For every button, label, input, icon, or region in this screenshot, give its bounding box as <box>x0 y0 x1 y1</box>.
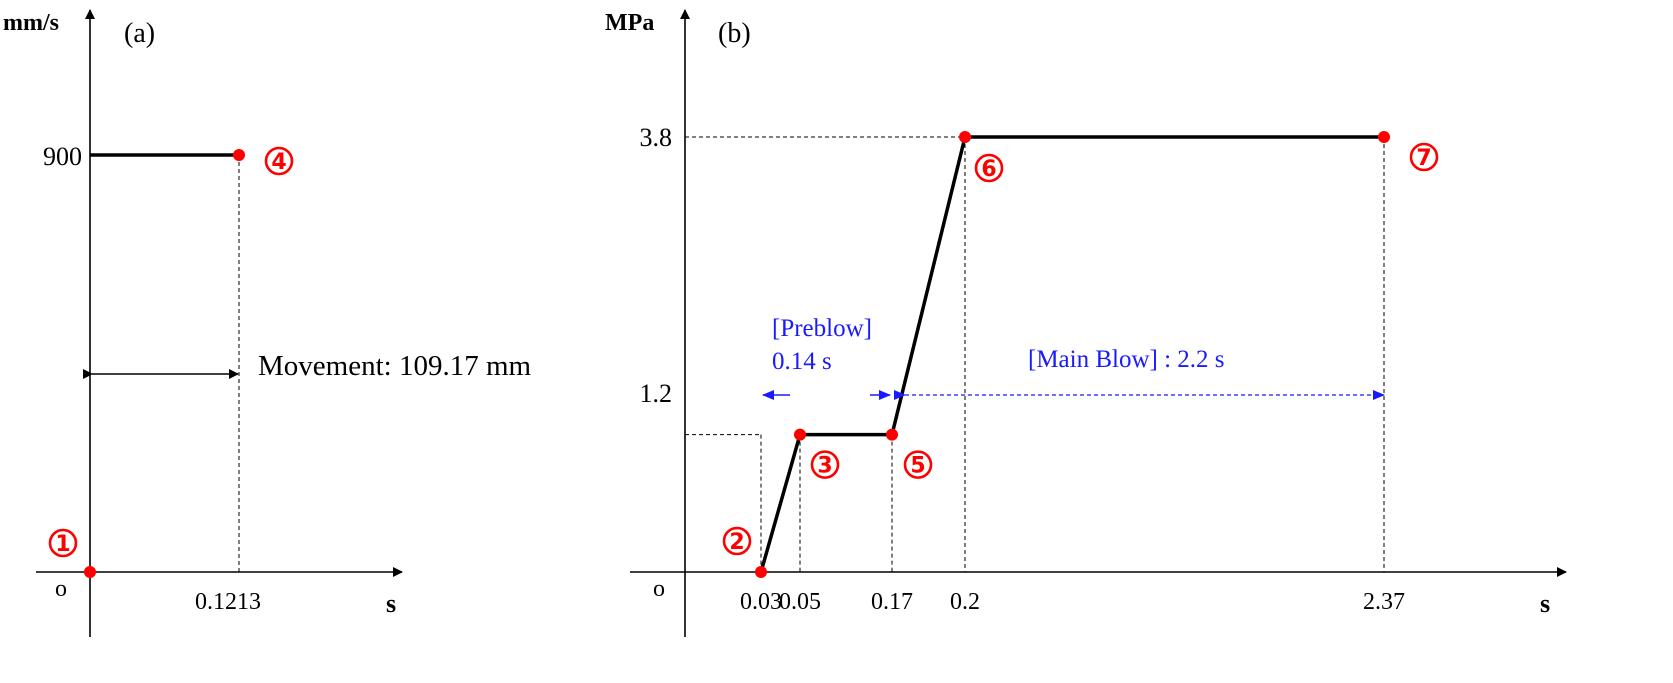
panel-b-xtick-2.37: 2.37 <box>1363 589 1405 615</box>
panel-b-marker-3 <box>794 428 806 441</box>
panel-b-xtick-0.03: 0.03 <box>740 589 782 615</box>
panel-a-x-axis-label: s <box>386 589 396 618</box>
panel-b-point-label-2-number: 2 <box>729 530 744 555</box>
panel-b-xtick-0.2: 0.2 <box>950 589 980 615</box>
panel-b-point-label-6-ring <box>974 153 1004 183</box>
preblow-title: [Preblow] <box>772 315 872 342</box>
panel-a-point-label-2-ring <box>264 146 294 176</box>
panel-b-marker-2 <box>755 566 767 578</box>
panel-a-point-label-2-number: 4 <box>271 150 286 175</box>
panel-b-y-axis-label: MPa <box>605 10 654 36</box>
panel-b-point-label-5-number: 5 <box>910 454 925 479</box>
panel-a-label: (a) <box>124 18 155 49</box>
panel-a-points: 14 <box>48 146 294 578</box>
panel-b-x-axis-label: s <box>1540 589 1550 618</box>
panel-b-point-label-7-number: 7 <box>1416 146 1431 171</box>
panel-b-point-label-6-number: 6 <box>981 157 996 182</box>
movement-annotation: Movement: 109.17 mm <box>258 350 532 382</box>
panel-a: (a) mm/s s o 900 0.1213 Movement: 109.17… <box>3 9 532 637</box>
panel-b-guide-lines <box>685 136 1385 572</box>
panel-a-point-label-1: 1 <box>48 528 78 558</box>
panel-b-points: 2 3 5 6 7 <box>722 131 1439 578</box>
panel-b-origin-label: o <box>653 576 665 602</box>
main-blow-annotation: [Main Blow] : 2.2 s <box>1028 346 1225 373</box>
panel-b-point-label-5-ring <box>903 450 933 479</box>
panel-b-point-label-2: 2 <box>722 526 752 556</box>
panel-b-ytick-1.2: 1.2 <box>640 379 673 408</box>
panel-b-series-line <box>759 135 1384 573</box>
panel-b-point-label-5: 5 <box>903 450 933 479</box>
panel-b-marker-6 <box>959 131 971 143</box>
panel-b-ytick-3.8: 3.8 <box>640 123 673 152</box>
panel-b-xtick-0.17: 0.17 <box>871 589 913 615</box>
panel-b-xtick-0.05: 0.05 <box>779 589 821 615</box>
panel-b-label: (b) <box>718 18 751 49</box>
panel-b-xtick-labels: 0.030.05 0.17 0.2 2.37 <box>740 589 1405 615</box>
panel-a-xtick-label: 0.1213 <box>195 589 261 615</box>
panel-a-point-label-2: 4 <box>264 146 294 176</box>
panel-a-ytick-label: 900 <box>43 142 82 171</box>
panel-b-point-label-3-number: 3 <box>817 454 832 479</box>
panel-a-marker-2 <box>233 149 245 161</box>
panel-b-point-label-2-ring <box>722 526 752 556</box>
panel-b-segment-1 <box>759 434 802 573</box>
panel-a-y-axis-label: mm/s <box>3 10 59 36</box>
panel-a-point-label-1-ring <box>48 528 78 558</box>
panel-b-point-label-6: 6 <box>974 153 1004 183</box>
panel-a-origin-label: o <box>55 576 67 602</box>
panel-b-marker-5 <box>886 428 898 441</box>
panel-b: (b) MPa s o 3.8 1.2 0.030.05 0.17 0.2 2.37 … <box>605 9 1567 637</box>
panel-b-point-label-7-ring <box>1409 142 1439 172</box>
panel-b-point-label-3: 3 <box>810 450 840 479</box>
panel-b-point-label-7: 7 <box>1409 142 1439 172</box>
panel-a-marker-1 <box>84 566 96 578</box>
panel-b-point-label-3-ring <box>810 450 840 479</box>
panel-b-segment-3 <box>890 136 967 436</box>
panel-b-marker-7 <box>1378 131 1390 143</box>
preblow-value: 0.14 s <box>772 348 832 375</box>
panel-a-point-label-1-number: 1 <box>55 532 70 557</box>
